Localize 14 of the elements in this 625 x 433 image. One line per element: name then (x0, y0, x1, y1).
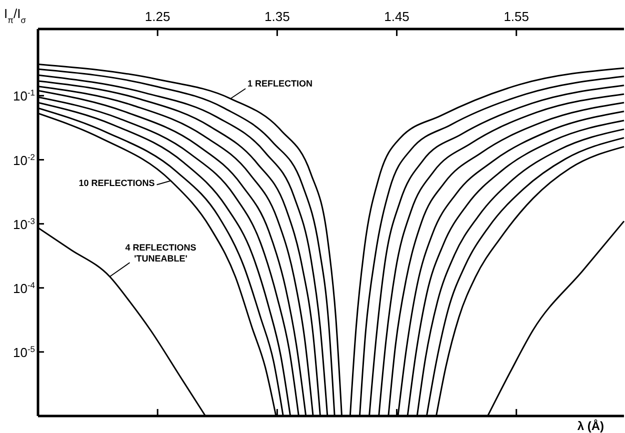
annotation: 10 REFLECTIONS (78, 178, 155, 188)
y-tick-label: 10$^{-4}$ (13, 280, 36, 296)
x-tick-label: 1.45 (384, 9, 410, 24)
y-axis-title: I$_{π}$/I$_{σ}$ (4, 6, 27, 25)
y-tick-label: 10$^{-2}$ (13, 152, 36, 168)
annotation: 1 REFLECTION (248, 78, 313, 89)
y-tick-label: 10$^{-5}$ (13, 344, 36, 360)
x-tick-label: 1.25 (144, 9, 170, 24)
x-tick-label: 1.35 (264, 9, 290, 24)
y-tick-label: 10$^{-3}$ (13, 216, 36, 232)
annotation: 4 REFLECTIONS 'TUNEABLE' (125, 242, 196, 264)
x-axis-title: λ (Å) (577, 419, 604, 433)
y-tick-label: 10$^{-1}$ (13, 88, 36, 104)
x-tick-label: 1.55 (504, 9, 530, 24)
